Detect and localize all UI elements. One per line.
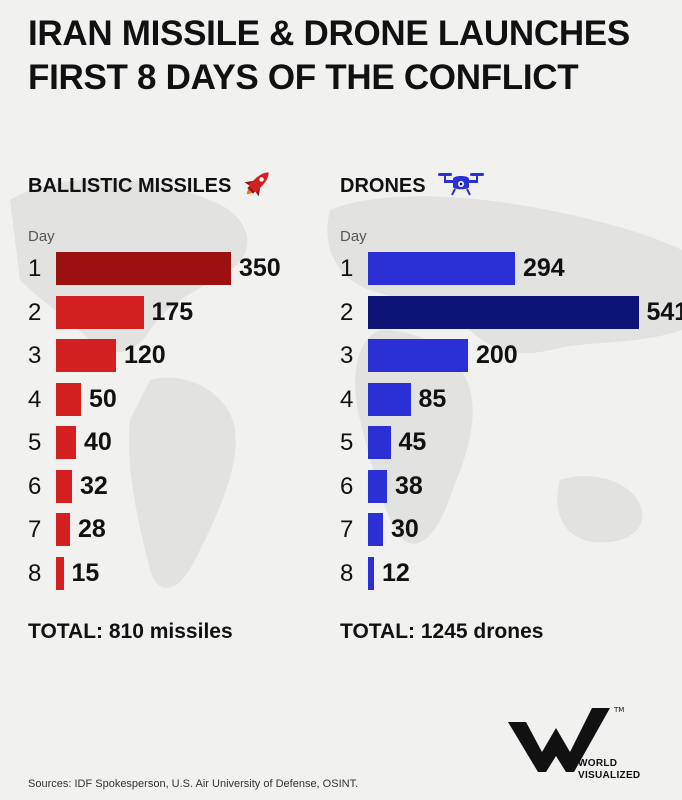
drones-bar	[368, 469, 387, 503]
drones-value-label: 38	[395, 471, 423, 500]
drones-value-label: 85	[418, 384, 447, 413]
missiles-day-tick-label: 6	[28, 472, 42, 500]
title-line-1: IRAN MISSILE & DRONE LAUNCHES	[28, 14, 630, 53]
drones-day-axis-label: Day	[340, 228, 367, 245]
missiles-value-label: 50	[89, 384, 117, 413]
missiles-value-label: 350	[239, 254, 281, 282]
drones-value-label: 45	[398, 428, 427, 456]
drones-bar	[368, 252, 515, 285]
missiles-bar	[56, 556, 64, 590]
drones-bar	[368, 295, 639, 329]
drones-value-label: 200	[476, 341, 518, 369]
drones-day-tick-label: 8	[340, 559, 354, 587]
missiles-value-label: 40	[84, 428, 112, 456]
drones-day-tick-label: 5	[340, 429, 354, 456]
missiles-day-tick-label: 2	[28, 298, 42, 326]
chart-title: IRAN MISSILE & DRONE LAUNCHES FIRST 8 DA…	[28, 12, 630, 100]
missiles-bar	[56, 469, 72, 503]
missiles-value-label: 175	[151, 297, 194, 326]
missiles-value-label: 120	[124, 341, 166, 369]
missiles-bar	[56, 513, 70, 546]
drones-title: DRONES	[340, 174, 426, 197]
drones-day-tick-label: 1	[340, 255, 354, 282]
drones-value-label: 30	[391, 515, 419, 543]
missiles-day-tick-label: 1	[28, 255, 42, 282]
drones-bar	[368, 513, 383, 546]
missiles-day-tick-label: 4	[28, 385, 42, 413]
brand-name-line-2: VISUALIZED	[578, 770, 641, 781]
drones-day-tick-label: 6	[340, 472, 354, 500]
drones-value-label: 294	[523, 254, 565, 282]
brand-name: WORLD VISUALIZED	[578, 758, 640, 782]
missiles-panel: BALLISTIC MISSILES Day 1 350 2 175 3 120 4 50 5 4…	[28, 170, 328, 650]
missiles-bar	[56, 252, 231, 285]
missiles-header: BALLISTIC MISSILES	[28, 170, 328, 202]
drones-bar	[368, 339, 468, 372]
drones-day-tick-label: 2	[340, 298, 354, 326]
title-line-2: FIRST 8 DAYS OF THE CONFLICT	[28, 58, 579, 97]
missiles-bar	[56, 426, 76, 459]
rocket-icon	[241, 166, 275, 206]
missiles-day-tick-label: 5	[28, 429, 42, 456]
brand-name-line-1: WORLD	[578, 758, 618, 769]
drones-total: TOTAL: 1245 drones	[340, 620, 544, 643]
world-visualized-logo-icon: TM	[508, 706, 624, 772]
drones-header: DRONES	[340, 170, 682, 202]
missiles-title: BALLISTIC MISSILES	[28, 174, 232, 197]
missiles-total: TOTAL: 810 missiles	[28, 620, 233, 643]
drone-icon	[436, 168, 486, 204]
drones-day-tick-label: 7	[340, 516, 354, 543]
missiles-day-tick-label: 8	[28, 559, 42, 587]
drones-value-label: 541	[646, 297, 682, 326]
drones-panel: DRONES Day 1 294 2 541 3 200 4 85 5 45 6 38 7 30 8 12 T…	[340, 170, 682, 650]
missiles-value-label: 32	[80, 471, 108, 500]
missiles-day-tick-label: 7	[28, 516, 42, 543]
missiles-day-tick-label: 3	[28, 342, 42, 369]
missiles-bar	[56, 339, 116, 372]
missiles-day-axis-label: Day	[28, 228, 55, 245]
svg-text:TM: TM	[613, 706, 624, 714]
drones-bar	[368, 556, 374, 590]
drones-day-tick-label: 4	[340, 385, 354, 413]
drones-bar	[368, 382, 411, 416]
missiles-bar	[56, 382, 81, 416]
sources-note: Sources: IDF Spokesperson, U.S. Air Univ…	[28, 778, 359, 790]
drones-day-tick-label: 3	[340, 342, 354, 369]
missiles-bar	[56, 295, 144, 329]
missiles-value-label: 15	[71, 558, 100, 587]
drones-value-label: 12	[382, 558, 410, 587]
drones-bar	[368, 426, 391, 459]
missiles-value-label: 28	[78, 515, 106, 543]
